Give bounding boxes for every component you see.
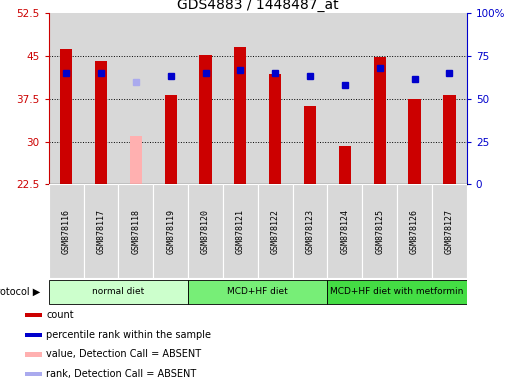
Bar [327, 184, 362, 278]
Bar [25, 333, 42, 337]
Bar [188, 13, 223, 184]
Text: GSM878124: GSM878124 [341, 209, 349, 254]
Text: percentile rank within the sample: percentile rank within the sample [46, 330, 211, 340]
Bar [49, 184, 84, 278]
Bar [200, 55, 212, 184]
Title: GDS4883 / 1448487_at: GDS4883 / 1448487_at [177, 0, 339, 12]
Text: GSM878122: GSM878122 [271, 209, 280, 254]
Text: protocol ▶: protocol ▶ [0, 287, 41, 297]
Text: GSM878120: GSM878120 [201, 209, 210, 254]
Bar [408, 99, 421, 184]
Text: MCD+HF diet: MCD+HF diet [227, 287, 288, 296]
Bar [25, 313, 42, 317]
Text: GSM878117: GSM878117 [96, 209, 106, 254]
Bar [49, 13, 84, 184]
Bar [258, 13, 292, 184]
Bar [432, 184, 467, 278]
Bar [84, 184, 119, 278]
Bar [258, 184, 292, 278]
Bar [443, 95, 456, 184]
Bar [153, 13, 188, 184]
Text: GSM878119: GSM878119 [166, 209, 175, 254]
Bar [362, 184, 397, 278]
Text: GSM878125: GSM878125 [375, 209, 384, 254]
Bar [84, 13, 119, 184]
Text: GSM878127: GSM878127 [445, 209, 454, 254]
Bar [25, 372, 42, 376]
Text: value, Detection Call = ABSENT: value, Detection Call = ABSENT [46, 349, 201, 359]
Bar [327, 13, 362, 184]
Bar [292, 13, 327, 184]
Bar [130, 136, 142, 184]
Bar [327, 280, 467, 304]
Text: GSM878118: GSM878118 [131, 209, 141, 254]
Bar [234, 47, 246, 184]
Bar [119, 184, 153, 278]
Bar [362, 13, 397, 184]
Bar [188, 184, 223, 278]
Text: GSM878116: GSM878116 [62, 209, 71, 254]
Bar [373, 57, 386, 184]
Bar [397, 13, 432, 184]
Bar [25, 352, 42, 357]
Bar [292, 184, 327, 278]
Bar [432, 13, 467, 184]
Bar [153, 184, 188, 278]
Text: rank, Detection Call = ABSENT: rank, Detection Call = ABSENT [46, 369, 196, 379]
Bar [95, 61, 107, 184]
Bar [223, 13, 258, 184]
Bar [188, 280, 327, 304]
Text: GSM878126: GSM878126 [410, 209, 419, 254]
Bar [60, 49, 72, 184]
Bar [223, 184, 258, 278]
Bar [304, 106, 316, 184]
Text: count: count [46, 310, 74, 320]
Bar [119, 13, 153, 184]
Bar [339, 146, 351, 184]
Text: GSM878121: GSM878121 [236, 209, 245, 254]
Bar [49, 280, 188, 304]
Text: normal diet: normal diet [92, 287, 145, 296]
Text: MCD+HF diet with metformin: MCD+HF diet with metformin [330, 287, 464, 296]
Text: GSM878123: GSM878123 [306, 209, 314, 254]
Bar [397, 184, 432, 278]
Bar [165, 95, 177, 184]
Bar [269, 74, 281, 184]
